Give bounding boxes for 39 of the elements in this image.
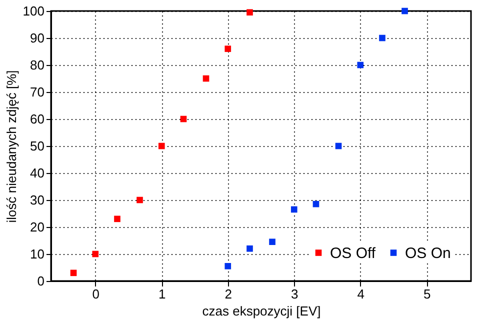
point [224,262,232,270]
y-axis-title: ilość nieudanych zdjęć [%] [4,70,19,223]
point [114,216,120,222]
point [402,8,408,14]
y-tick-label: 0 [37,274,44,288]
y-tick-label: 50 [30,138,44,154]
point [335,142,342,150]
point [224,46,232,52]
point [202,75,210,82]
y-tick-label: 70 [30,84,44,100]
point [136,196,143,204]
point [180,116,187,122]
point [290,206,298,213]
x-tick-label: 0 [92,286,100,302]
y-tick-label: 90 [30,30,44,46]
point [92,250,99,258]
y-tick-label: 10 [30,246,44,262]
y-tick-label: 20 [30,220,44,234]
y-tick-label: 80 [30,58,44,72]
point [246,245,253,252]
y-tick-label: 40 [30,166,44,180]
x-tick-label: 2 [224,286,232,302]
point [70,270,77,276]
point [269,238,276,246]
point [246,9,253,16]
x-tick-label: 4 [357,286,364,302]
point [379,34,386,42]
y-tick-label: 100 [22,4,44,18]
x-tick-label: 3 [291,286,298,302]
y-tick-label: 60 [30,112,44,126]
point [312,200,320,208]
point [158,142,165,150]
point [357,62,364,68]
legend-label: OS Off [330,244,376,262]
x-tick-label: 5 [424,286,431,302]
x-axis-title: czas ekspozycji [EV] [202,304,321,318]
y-tick-label: 30 [30,192,44,208]
legend-label: OS On [405,244,451,262]
x-tick-label: 1 [158,286,166,302]
